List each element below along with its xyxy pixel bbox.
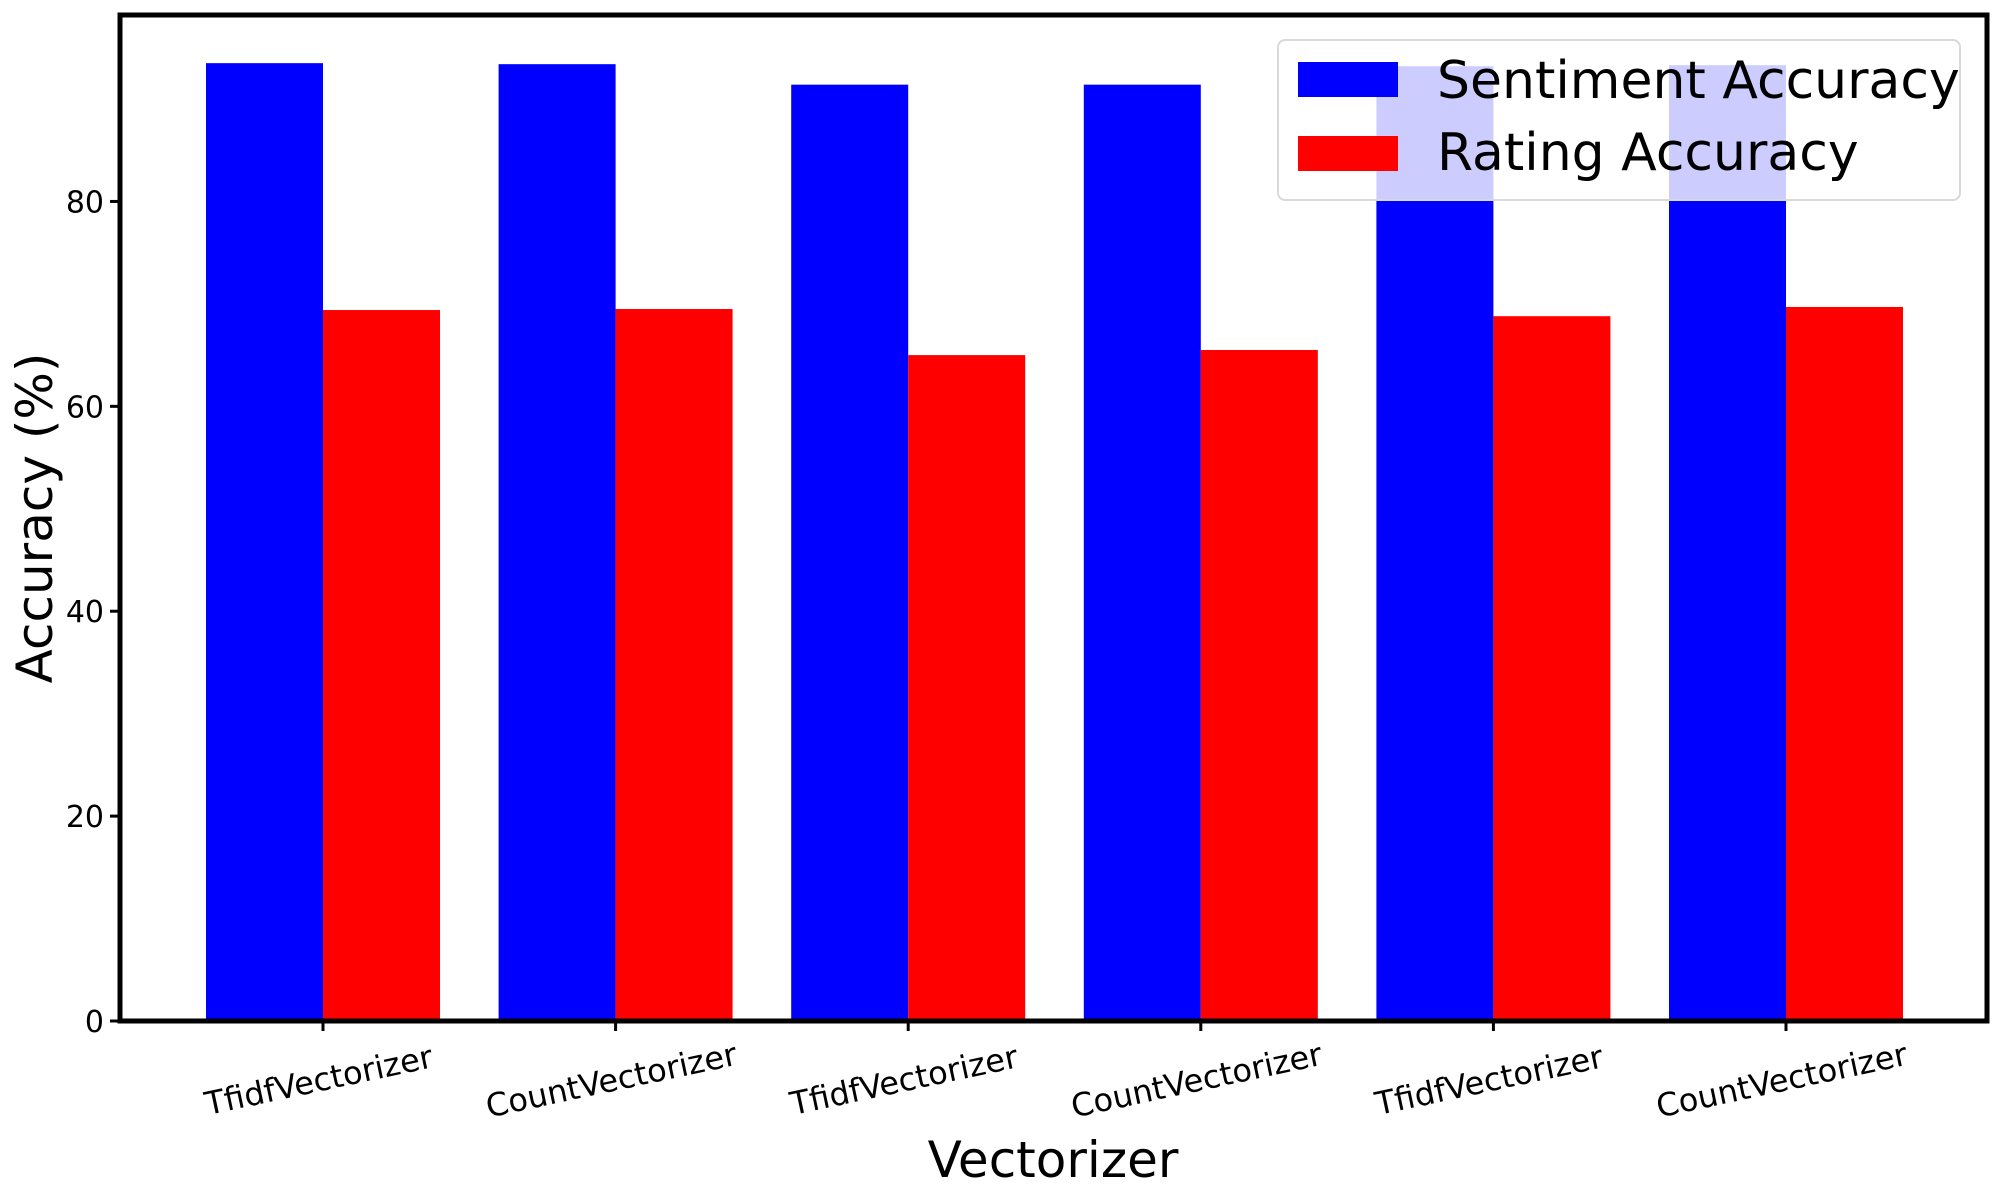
y-tick-label: 60	[66, 390, 104, 425]
legend-label-rating: Rating Accuracy	[1437, 123, 1859, 183]
rating-bar-3	[908, 355, 1026, 1022]
sentiment-bar-1	[206, 63, 323, 1021]
legend-label-sentiment: Sentiment Accuracy	[1437, 51, 1960, 111]
x-tick-label: CountVectorizer	[1068, 1035, 1327, 1125]
legend: Sentiment Accuracy Rating Accuracy	[1277, 39, 1961, 201]
y-tick-label: 40	[66, 595, 104, 630]
legend-box	[1277, 39, 1961, 201]
x-tick-label: TfidfVectorizer	[200, 1037, 436, 1123]
y-axis-label: Accuracy (%)	[6, 353, 64, 684]
sentiment-bar-5	[1376, 66, 1494, 1022]
rating-bar-4	[1200, 349, 1318, 1022]
y-axis-ticks: 0 20 40 60 80	[66, 185, 120, 1040]
rating-bar-5	[1493, 316, 1611, 1022]
x-tick-label: CountVectorizer	[482, 1035, 741, 1125]
rating-bar-2	[615, 309, 733, 1021]
legend-swatch-sentiment	[1298, 62, 1398, 97]
x-tick-label: CountVectorizer	[1653, 1035, 1912, 1125]
x-axis-ticks: TfidfVectorizer CountVectorizer TfidfVecto…	[200, 1021, 1911, 1125]
x-tick-label: TfidfVectorizer	[1371, 1037, 1607, 1123]
rating-bar-6	[1786, 306, 1903, 1022]
x-axis-label: Vectorizer	[928, 1131, 1179, 1189]
bars-layer	[206, 63, 1903, 1022]
legend-swatch-rating	[1298, 136, 1398, 171]
sentiment-bar-4	[1083, 84, 1201, 1021]
x-tick-label: TfidfVectorizer	[786, 1037, 1022, 1123]
rating-bar-1	[323, 310, 440, 1021]
y-tick-label: 80	[66, 185, 104, 220]
plot-frame	[117, 12, 1990, 1024]
sentiment-bar-3	[791, 84, 909, 1021]
sentiment-bar-2	[498, 64, 616, 1022]
sentiment-bar-6	[1669, 65, 1786, 1021]
y-tick-label: 20	[66, 800, 104, 835]
y-tick-label: 0	[85, 1005, 104, 1040]
